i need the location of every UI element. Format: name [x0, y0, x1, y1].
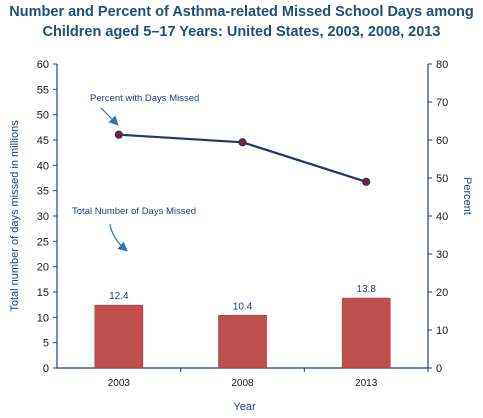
annotation-percent-arrow	[100, 107, 119, 126]
left-tick-label: 20	[37, 262, 49, 274]
left-tick-label: 50	[37, 110, 49, 122]
right-tick-label: 40	[436, 211, 448, 223]
bar-2003	[94, 304, 144, 369]
right-tick-label: 70	[436, 97, 448, 109]
right-tick-label: 50	[436, 173, 448, 185]
left-tick-label: 30	[37, 211, 49, 223]
right-tick-label: 30	[436, 249, 448, 261]
x-tick-label: 2008	[231, 378, 254, 389]
left-tick-label: 0	[43, 363, 49, 375]
bar-data-label: 12.4	[109, 291, 129, 302]
left-tick-label: 15	[37, 287, 49, 299]
bar-2013	[341, 297, 391, 369]
left-tick-label: 5	[43, 338, 49, 350]
left-tick-label: 10	[37, 312, 49, 324]
right-axis-title: Percent	[461, 177, 473, 215]
bar-data-label: 13.8	[356, 284, 376, 295]
chart-title-line-2: Children aged 5–17 Years: United States,…	[42, 24, 441, 40]
left-tick-label: 40	[37, 160, 49, 172]
left-axis-title: Total number of days missed in millions	[9, 120, 21, 312]
x-axis-title: Year	[233, 401, 256, 413]
x-tick-label: 2003	[108, 378, 131, 389]
x-tick-label: 2013	[355, 378, 378, 389]
percent-point-2013	[362, 177, 371, 186]
percent-point-2003	[114, 130, 123, 139]
chart-title-line-1: Number and Percent of Asthma-related Mis…	[9, 4, 474, 20]
left-tick-label: 45	[37, 135, 49, 147]
percent-point-2008	[238, 138, 247, 147]
right-tick-label: 0	[436, 363, 442, 375]
bar-data-label: 10.4	[233, 301, 253, 312]
right-tick-label: 80	[436, 59, 448, 71]
left-tick-label: 55	[37, 84, 49, 96]
right-tick-label: 60	[436, 135, 448, 147]
bar-2008	[218, 315, 267, 369]
left-tick-label: 35	[37, 186, 49, 198]
annotation-percent: Percent with Days Missed	[90, 93, 199, 104]
annotation-total-arrow	[109, 223, 128, 252]
left-tick-label: 60	[37, 59, 49, 71]
annotation-total: Total Number of Days Missed	[72, 206, 196, 217]
left-tick-label: 25	[37, 236, 49, 248]
right-tick-label: 20	[436, 287, 448, 299]
right-tick-label: 10	[436, 325, 448, 337]
chart-title: Number and Percent of Asthma-related Mis…	[0, 2, 483, 42]
